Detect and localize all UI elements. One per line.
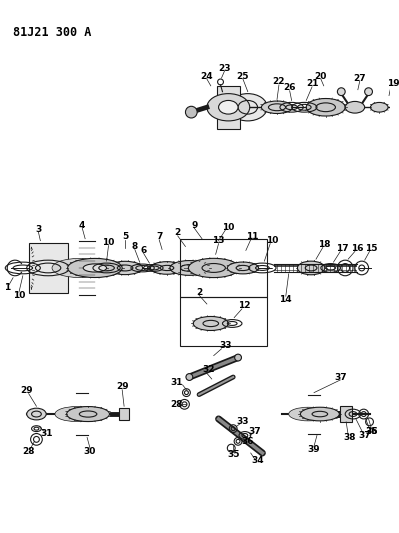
Text: 8: 8 (132, 242, 138, 251)
Ellipse shape (67, 259, 122, 278)
Text: 31: 31 (170, 378, 183, 387)
Text: 81J21 300 A: 81J21 300 A (13, 26, 91, 39)
Text: 33: 33 (237, 417, 249, 426)
Ellipse shape (219, 100, 238, 114)
Ellipse shape (298, 261, 325, 275)
Ellipse shape (150, 262, 184, 274)
Text: 26: 26 (283, 83, 296, 92)
Text: 14: 14 (279, 295, 292, 304)
Ellipse shape (371, 102, 388, 112)
Text: 19: 19 (387, 79, 399, 88)
Text: 27: 27 (354, 74, 366, 83)
Text: 10: 10 (222, 223, 235, 231)
Text: 28: 28 (170, 400, 183, 409)
Ellipse shape (170, 261, 209, 276)
Text: 18: 18 (318, 240, 331, 249)
Text: 6: 6 (140, 246, 147, 255)
Text: 31: 31 (40, 429, 52, 438)
Ellipse shape (261, 101, 292, 114)
Text: 2: 2 (174, 229, 181, 237)
Text: 25: 25 (237, 71, 249, 80)
Text: 23: 23 (218, 64, 231, 73)
Text: 29: 29 (116, 382, 128, 391)
Text: 10: 10 (266, 236, 279, 245)
Text: 37: 37 (248, 427, 261, 436)
Ellipse shape (193, 317, 228, 330)
Bar (180, 297, 267, 346)
Text: 33: 33 (219, 341, 232, 350)
Text: 37: 37 (334, 373, 347, 382)
Text: 21: 21 (306, 79, 318, 88)
Ellipse shape (300, 407, 339, 421)
Text: 35: 35 (365, 427, 378, 436)
Bar (180, 239, 267, 297)
Text: 17: 17 (336, 244, 349, 253)
Text: 4: 4 (79, 221, 85, 230)
Text: 36: 36 (241, 437, 254, 446)
Text: 39: 39 (308, 445, 320, 454)
Text: 28: 28 (22, 447, 35, 456)
Text: 3: 3 (35, 224, 41, 233)
Text: 1: 1 (4, 283, 10, 292)
Text: 5: 5 (122, 232, 128, 241)
Text: 36: 36 (365, 427, 378, 436)
Ellipse shape (227, 262, 259, 274)
Ellipse shape (289, 407, 328, 421)
Ellipse shape (188, 259, 239, 278)
Bar (340, 406, 352, 422)
Text: 35: 35 (227, 450, 239, 459)
Ellipse shape (52, 259, 107, 278)
Bar (217, 86, 240, 128)
Text: 30: 30 (84, 447, 96, 456)
Text: 22: 22 (273, 77, 285, 86)
Ellipse shape (228, 94, 267, 121)
Text: 9: 9 (191, 221, 198, 230)
Circle shape (365, 88, 372, 95)
Text: 2: 2 (196, 288, 202, 297)
Text: 11: 11 (247, 232, 259, 241)
Bar (119, 408, 129, 420)
Circle shape (235, 354, 241, 361)
Text: 38: 38 (344, 433, 356, 442)
Ellipse shape (306, 99, 345, 116)
Ellipse shape (67, 407, 109, 422)
Text: 15: 15 (365, 244, 378, 253)
Text: 32: 32 (203, 365, 215, 374)
Ellipse shape (27, 408, 46, 420)
Text: 20: 20 (315, 71, 327, 80)
Text: 12: 12 (238, 302, 250, 310)
Text: 7: 7 (156, 232, 162, 241)
Ellipse shape (207, 94, 250, 121)
Text: 10: 10 (13, 290, 25, 300)
Circle shape (338, 88, 345, 95)
Text: 29: 29 (20, 386, 33, 395)
Text: 13: 13 (212, 236, 225, 245)
Text: 24: 24 (201, 71, 213, 80)
Text: 10: 10 (102, 238, 115, 247)
Text: 34: 34 (251, 456, 264, 465)
Circle shape (186, 106, 197, 118)
Text: 37: 37 (358, 431, 371, 440)
Ellipse shape (83, 264, 107, 272)
Ellipse shape (108, 261, 142, 274)
Ellipse shape (55, 407, 98, 422)
Ellipse shape (345, 101, 365, 113)
Text: 16: 16 (351, 244, 363, 253)
Bar (29, 243, 67, 293)
Circle shape (186, 374, 193, 381)
